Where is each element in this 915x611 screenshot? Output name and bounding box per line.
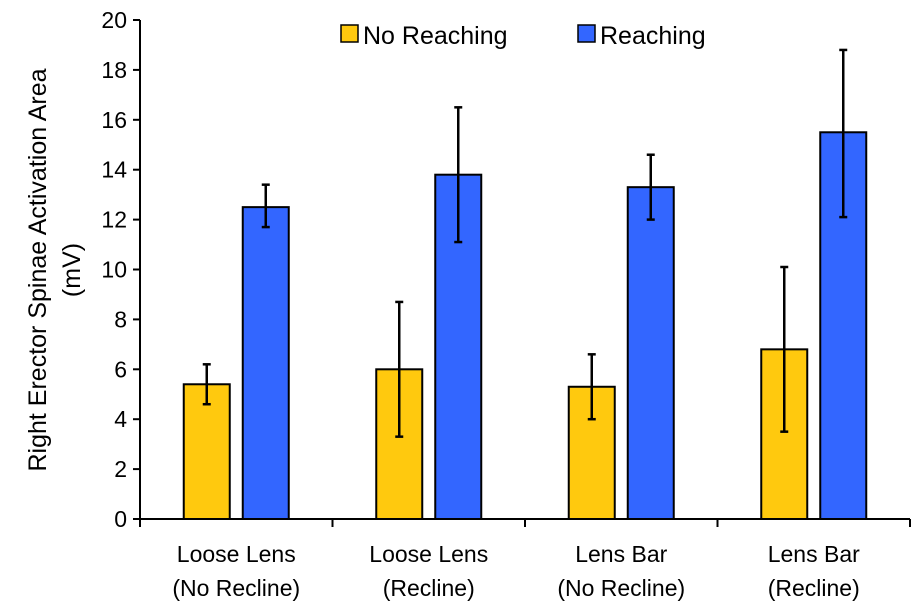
y-tick-label: 4	[114, 406, 127, 432]
bars	[182, 131, 868, 521]
x-tick-label: (No Recline)	[557, 575, 685, 601]
x-tick-label: Lens Bar	[768, 541, 860, 567]
x-tick-label: Loose Lens	[177, 541, 296, 567]
y-tick-label: 18	[101, 57, 127, 83]
x-tick-label: (Recline)	[768, 575, 860, 601]
legend: No Reaching Reaching	[340, 22, 706, 50]
y-tick-label: 20	[101, 7, 127, 33]
y-tick-label: 12	[101, 207, 127, 233]
legend-swatch	[340, 24, 359, 43]
y-tick-label: 6	[114, 356, 127, 382]
bar	[241, 206, 290, 520]
y-tick-label: 10	[101, 257, 127, 283]
y-axis-label-line-2: (mV)	[58, 243, 86, 297]
x-tick-label: Loose Lens	[369, 541, 488, 567]
legend-label: No Reaching	[363, 22, 508, 50]
x-tick-label: (No Recline)	[172, 575, 300, 601]
y-tick-label: 0	[114, 506, 127, 532]
y-tick-label: 16	[101, 107, 127, 133]
y-axis-label-line-1: Right Erector Spinae Activation Area	[24, 68, 52, 471]
x-tick-label: Lens Bar	[575, 541, 667, 567]
x-axis: Loose Lens (No Recline) Loose Lens (Recline…	[139, 518, 911, 601]
bar	[626, 186, 675, 520]
error-bars	[202, 48, 848, 438]
x-tick-label: (Recline)	[383, 575, 475, 601]
legend-label: Reaching	[600, 22, 706, 50]
y-tick-label: 2	[114, 456, 127, 482]
y-axis-label: Right Erector Spinae Activation Area (mV…	[24, 68, 86, 471]
y-tick-label: 14	[101, 157, 127, 183]
y-tick-label: 8	[114, 306, 127, 332]
y-axis: 0 2 4 6 8 10 12 14 16 18 20	[101, 7, 141, 532]
legend-swatch	[577, 24, 596, 43]
